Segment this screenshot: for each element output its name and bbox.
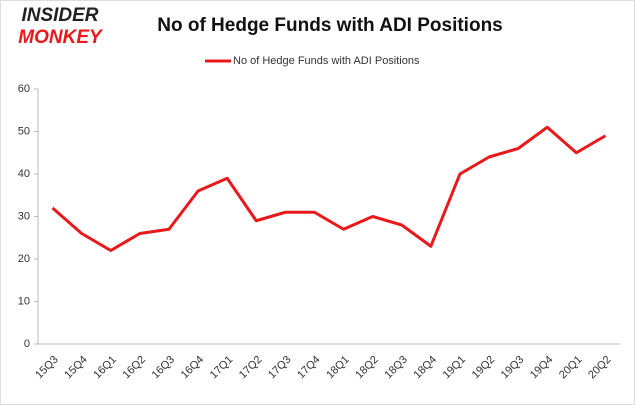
y-tick-label: 20 [18,253,30,265]
logo-line2: MONKEY [18,27,104,48]
chart-title: No of Hedge Funds with ADI Positions [157,15,503,36]
y-tick-label: 40 [18,168,30,180]
y-tick-label: 10 [18,295,30,307]
legend-label: No of Hedge Funds with ADI Positions [233,55,420,67]
logo-line1: INSIDER [21,5,98,26]
y-tick-label: 0 [24,338,30,350]
line-series [51,125,607,252]
y-tick-label: 50 [18,125,30,137]
y-tick-label: 60 [18,83,30,95]
y-tick-label: 30 [18,210,30,222]
